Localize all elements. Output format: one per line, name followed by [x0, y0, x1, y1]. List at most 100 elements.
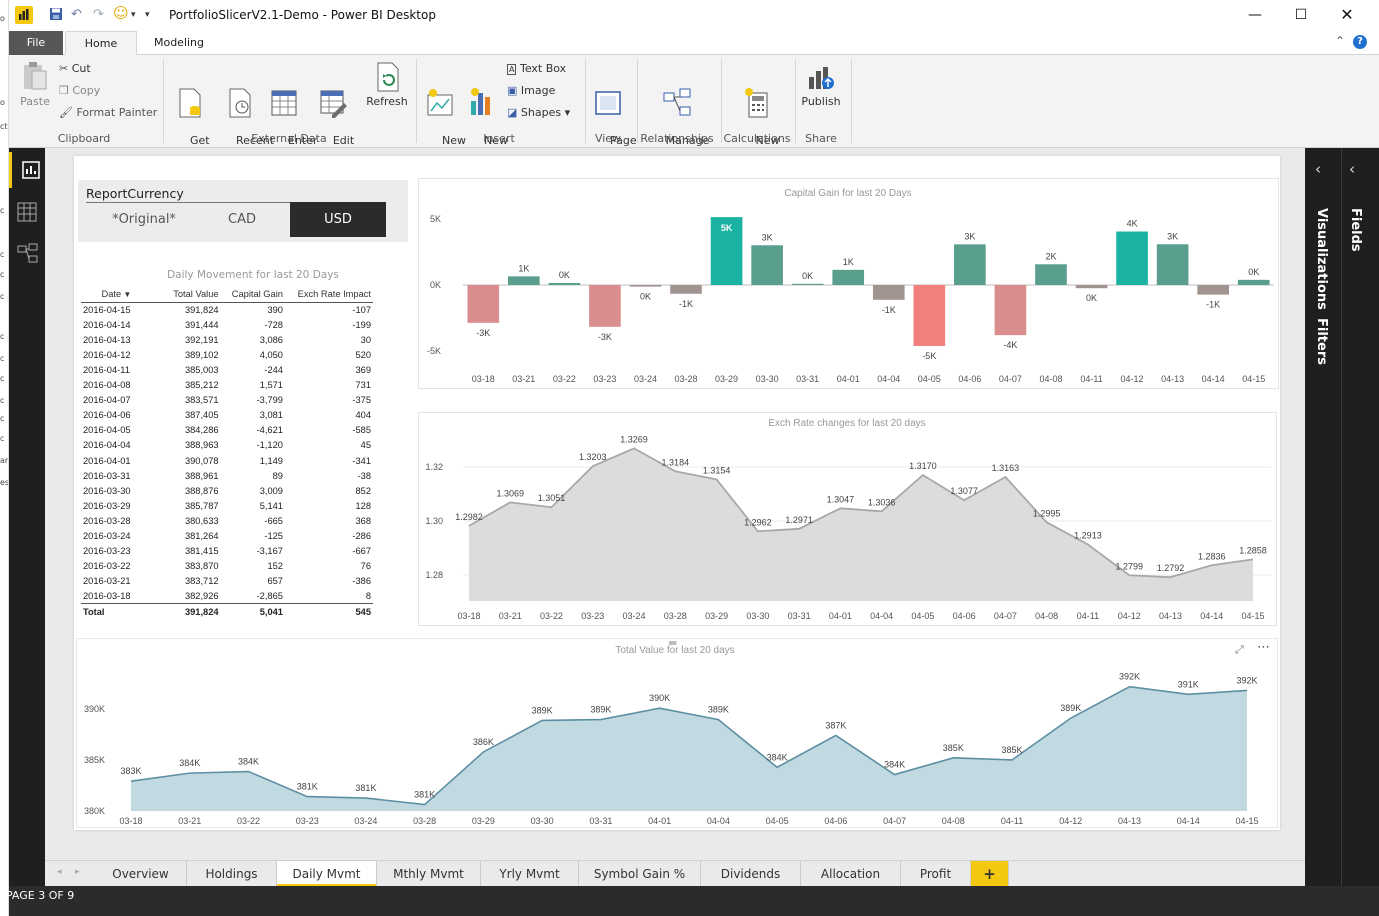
page-tab[interactable]: Overview: [95, 861, 187, 887]
relationships-view-button[interactable]: [9, 236, 45, 272]
minimize-button[interactable]: —: [1248, 7, 1262, 23]
quick-access-dropdown-icon[interactable]: ▾: [131, 10, 136, 20]
capital-gain-chart[interactable]: Capital Gain for last 20 Days 5K 0K -5K -3K 0…: [418, 178, 1279, 389]
table-cell: -386: [352, 576, 371, 587]
slicer-option-original[interactable]: *Original*: [112, 212, 176, 227]
drag-handle-icon[interactable]: ═: [669, 636, 677, 650]
cut-button[interactable]: ✂ Cut: [59, 62, 91, 75]
bar[interactable]: [629, 285, 662, 287]
page-tab[interactable]: Daily Mvmt: [277, 861, 377, 887]
filters-pane-tab[interactable]: Filters: [1314, 318, 1329, 365]
bar[interactable]: [1197, 285, 1229, 295]
y-tick-label: 380K: [84, 806, 105, 816]
bar[interactable]: [954, 244, 986, 285]
data-label: 1K: [843, 257, 854, 267]
maximize-button[interactable]: ☐: [1294, 7, 1308, 23]
y-tick-label: 390K: [84, 704, 105, 714]
bar[interactable]: [589, 285, 621, 327]
publish-button[interactable]: Publish: [799, 61, 843, 108]
slicer-option-usd[interactable]: USD: [290, 202, 386, 237]
bar[interactable]: [1035, 264, 1067, 285]
series-line[interactable]: [130, 685, 1248, 806]
table-cell: 391,824: [184, 304, 219, 315]
slicer-option-cad[interactable]: CAD: [228, 212, 256, 227]
page-tab[interactable]: Dividends: [701, 861, 801, 887]
data-label: 3K: [1167, 231, 1178, 241]
data-view-button[interactable]: [9, 194, 45, 230]
tab-file[interactable]: File: [9, 31, 63, 55]
text-box-button[interactable]: A Text Box: [507, 62, 567, 75]
bar[interactable]: [1116, 231, 1148, 285]
image-button[interactable]: ▣ Image: [507, 84, 556, 97]
page-tab[interactable]: Allocation: [801, 861, 901, 887]
x-tick-label: 04-07: [999, 374, 1022, 384]
view-switcher: [9, 148, 45, 886]
page-tab[interactable]: Holdings: [187, 861, 277, 887]
bar[interactable]: [508, 276, 540, 285]
bar[interactable]: [1237, 279, 1270, 285]
collapse-ribbon-icon[interactable]: ⌃: [1335, 34, 1346, 48]
bar[interactable]: [467, 285, 500, 323]
sort-desc-icon[interactable]: ▼: [121, 290, 132, 300]
more-options-icon[interactable]: ⋯: [1257, 640, 1270, 655]
close-button[interactable]: ✕: [1340, 5, 1354, 24]
total-value-chart[interactable]: ═ ⤢ ⋯ Total Value for last 20 days 390K 38…: [76, 636, 1278, 828]
help-icon[interactable]: ?: [1353, 35, 1367, 49]
report-view-button[interactable]: [9, 152, 45, 188]
bar[interactable]: [994, 285, 1027, 336]
tab-modeling[interactable]: Modeling: [153, 36, 205, 49]
data-label: 1.2962: [744, 517, 772, 527]
bar[interactable]: [791, 283, 824, 286]
window-title: PortfolioSlicerV2.1-Demo - Power BI Desk…: [169, 8, 436, 22]
page-tab[interactable]: Mthly Mvmt: [377, 861, 481, 887]
visualizations-pane-tab[interactable]: Visualizations: [1314, 208, 1329, 310]
tab-home[interactable]: Home: [65, 31, 137, 56]
x-tick-label: 03-31: [589, 816, 612, 826]
save-icon[interactable]: [49, 7, 63, 25]
customize-dropdown-icon[interactable]: ▾: [145, 10, 150, 20]
bar[interactable]: [832, 269, 865, 285]
refresh-button[interactable]: Refresh: [365, 61, 409, 108]
redo-icon[interactable]: ↷: [93, 7, 104, 22]
column-header[interactable]: Exch Rate Impact: [284, 287, 373, 303]
copy-button[interactable]: ❐ Copy: [59, 84, 101, 97]
column-header[interactable]: Date ▼: [81, 287, 152, 303]
focus-mode-icon[interactable]: ⤢: [1235, 643, 1244, 656]
add-page-button[interactable]: +: [971, 861, 1009, 887]
bar[interactable]: [548, 282, 581, 285]
exch-rate-chart[interactable]: Exch Rate changes for last 20 days 1.32 1.…: [418, 412, 1277, 626]
x-tick-label: 03-28: [675, 374, 698, 384]
column-header[interactable]: Capital Gain: [220, 287, 285, 303]
bar[interactable]: [751, 245, 783, 285]
shapes-button[interactable]: ◪ Shapes ▾: [507, 106, 571, 119]
bar[interactable]: [913, 285, 946, 346]
format-painter-button[interactable]: 🖌 Format Painter: [59, 106, 158, 119]
scroll-left-icon[interactable]: ◂: [57, 867, 62, 877]
group-external-data: External Data: [251, 132, 327, 145]
page-tab[interactable]: Yrly Mvmt: [481, 861, 579, 887]
fields-pane-tab[interactable]: Fields: [1348, 208, 1363, 252]
undo-icon[interactable]: ↶: [71, 7, 82, 22]
smiley-feedback-icon[interactable]: ☺: [113, 4, 129, 22]
image-icon: ▣: [507, 84, 518, 97]
page-tab[interactable]: Profit: [901, 861, 971, 887]
bar[interactable]: [1156, 244, 1189, 285]
table-cell: 2016-04-07: [83, 395, 131, 406]
page-tab[interactable]: Symbol Gain %: [579, 861, 701, 887]
paste-button[interactable]: Paste: [17, 61, 53, 108]
column-header[interactable]: Total Value: [151, 287, 221, 303]
scroll-right-icon[interactable]: ▸: [75, 867, 80, 877]
scissors-icon: ✂: [59, 62, 69, 75]
data-label: -1K: [1206, 300, 1220, 310]
divider: [163, 59, 164, 143]
bar[interactable]: [1075, 285, 1108, 289]
collapse-visualizations-icon[interactable]: ‹: [1315, 160, 1321, 178]
bar[interactable]: [710, 217, 743, 285]
x-tick-label: 03-30: [531, 816, 554, 826]
series-line[interactable]: [468, 447, 1254, 579]
data-label: 381K: [355, 783, 376, 793]
table-cell: -38: [357, 470, 371, 481]
bar[interactable]: [670, 285, 702, 294]
collapse-fields-icon[interactable]: ‹: [1349, 160, 1355, 178]
bar[interactable]: [872, 285, 905, 300]
